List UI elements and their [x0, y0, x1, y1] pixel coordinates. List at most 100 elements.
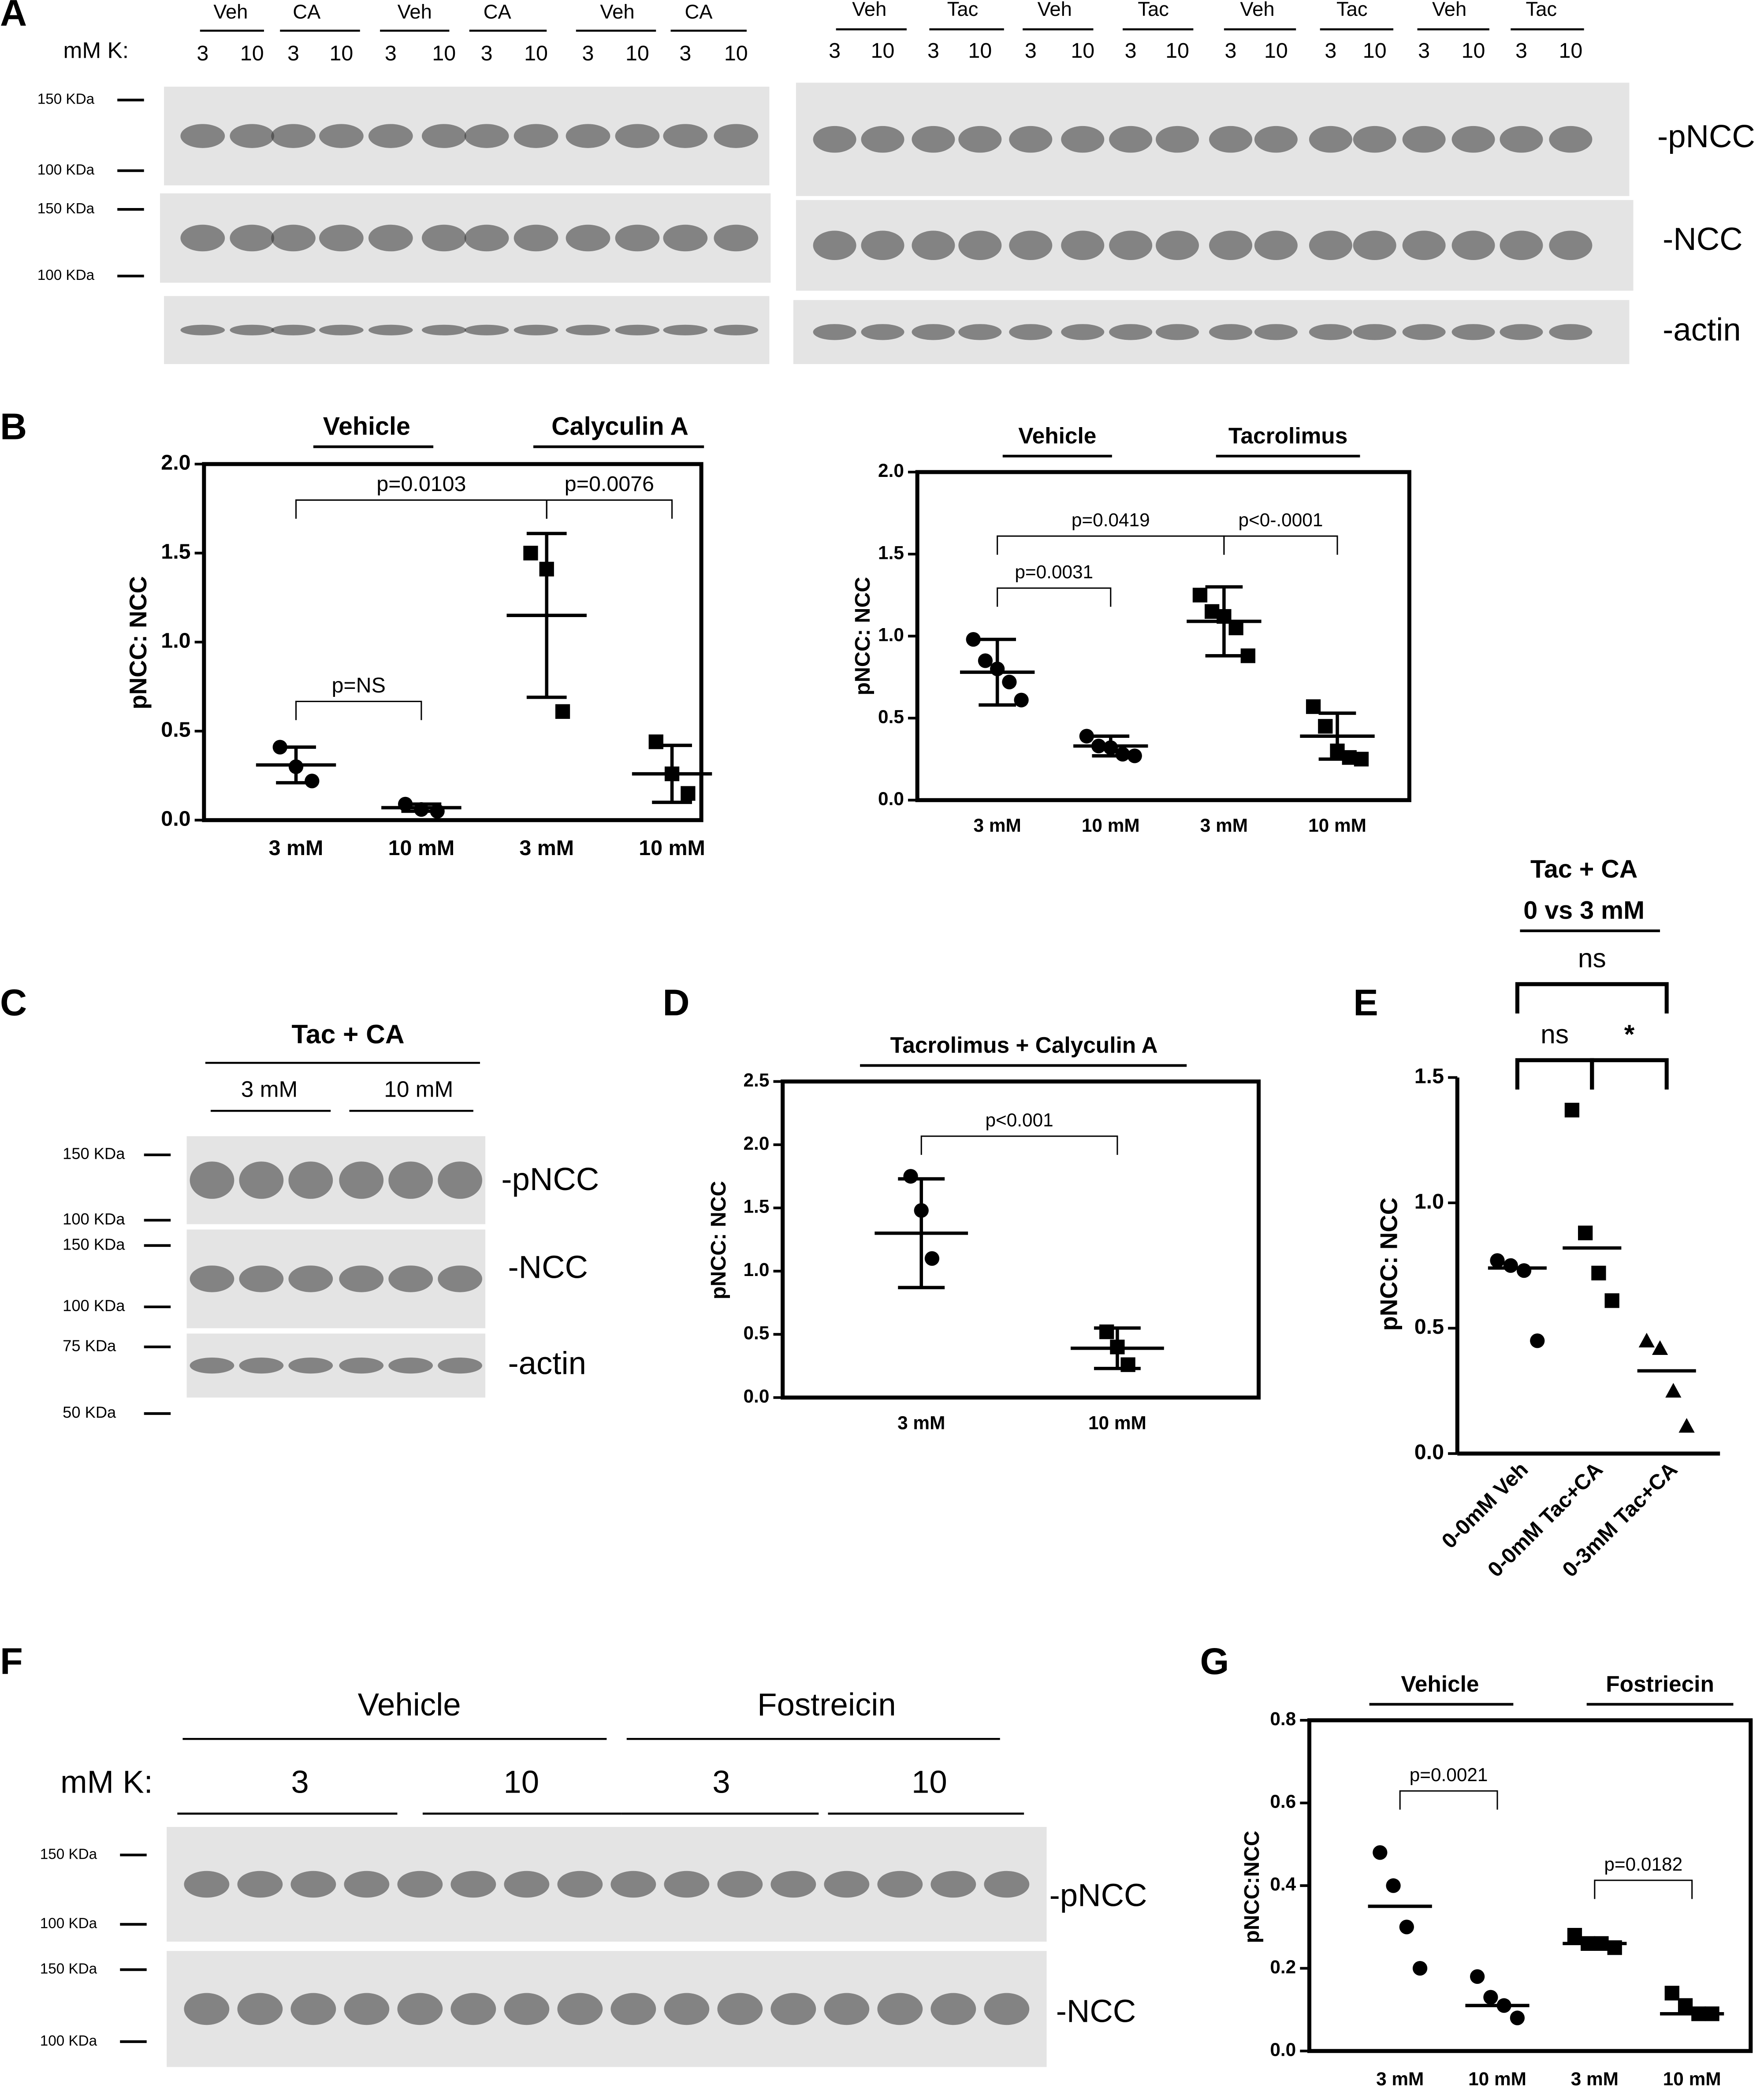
- data-point: [978, 653, 993, 668]
- marker-label: 75 KDa: [63, 1336, 116, 1354]
- lane-label: 3: [712, 1764, 730, 1800]
- data-point: [1228, 620, 1243, 636]
- blot-band: [450, 1871, 496, 1898]
- blot-band: [664, 1871, 710, 1898]
- significance-label: p=0.0182: [1604, 1854, 1682, 1875]
- x-tick-label: 3 mM: [519, 836, 574, 860]
- group-header: Vehicle: [323, 412, 410, 440]
- lane-label: 10: [1363, 39, 1387, 63]
- data-point: [1490, 1253, 1505, 1268]
- lane-group: Veh: [1432, 0, 1466, 20]
- blot-band: [770, 1871, 816, 1898]
- blot-band: [877, 1871, 923, 1898]
- y-tick-label: 0.5: [744, 1323, 770, 1343]
- blot-band: [319, 124, 364, 148]
- y-tick-label: 1.0: [161, 629, 190, 653]
- blot-band: [1500, 231, 1543, 260]
- panel-label: F: [0, 1640, 23, 1682]
- significance-bracket: [1223, 535, 1338, 555]
- significance-label: ns: [1541, 1019, 1569, 1049]
- blot-band: [813, 231, 856, 260]
- lane-label: 3: [197, 41, 208, 65]
- lane-label: 10: [329, 41, 353, 65]
- blot-band: [450, 1993, 496, 2025]
- blot-band: [339, 1161, 384, 1199]
- significance-label: p<0.001: [985, 1110, 1053, 1131]
- blot-band: [180, 224, 225, 252]
- row-label: -NCC: [1663, 221, 1742, 257]
- lane-label: 10: [524, 41, 548, 65]
- lane-label: 3: [287, 41, 299, 65]
- lane-label: 3: [1325, 39, 1336, 63]
- blot-band: [504, 1871, 550, 1898]
- lane-label: 10: [1165, 39, 1189, 63]
- significance-bracket: [920, 1135, 1118, 1155]
- x-tick-label: 3 mM: [1376, 2069, 1424, 2089]
- blot-band: [1402, 126, 1446, 153]
- blot-band: [1549, 324, 1593, 340]
- data-point: [1373, 1845, 1388, 1860]
- data-point: [1483, 1990, 1498, 2005]
- x-tick-label: 10 mM: [1082, 815, 1140, 836]
- y-tick-label: 0.0: [878, 788, 904, 809]
- significance-bracket: [1515, 982, 1669, 1014]
- data-point: [555, 704, 570, 719]
- significance-bracket: [1399, 1790, 1498, 1810]
- marker-label: 150 KDa: [63, 1235, 125, 1253]
- marker-label: 100 KDa: [40, 2033, 97, 2049]
- y-axis-label: pNCC: NCC: [707, 1181, 730, 1299]
- panel-label: A: [0, 0, 27, 34]
- data-point: [1354, 752, 1369, 766]
- blot-band: [1451, 231, 1495, 260]
- blot-band: [464, 224, 509, 252]
- blot-band: [190, 1357, 234, 1374]
- blot-band: [339, 1265, 384, 1292]
- significance-label: p=0.0031: [1015, 562, 1093, 582]
- blot-band: [368, 124, 413, 148]
- lane-label: 10: [1462, 39, 1485, 63]
- blot-band: [319, 324, 364, 335]
- blot-band: [1109, 126, 1153, 153]
- data-point: [1664, 1986, 1679, 2001]
- blot-membrane: [186, 1136, 486, 1224]
- blot-band: [1353, 126, 1396, 153]
- blot-band: [230, 224, 275, 252]
- panel-label: C: [0, 982, 27, 1023]
- y-tick-label: 0.0: [744, 1386, 770, 1406]
- significance-bracket: [295, 499, 547, 519]
- lane-label: 10: [1071, 39, 1094, 63]
- panel-label: G: [1200, 1640, 1229, 1682]
- x-tick-label: 10 mM: [1663, 2069, 1721, 2089]
- blot-band: [861, 126, 904, 153]
- marker-label: 150 KDa: [40, 1961, 97, 1977]
- blot-band: [824, 1871, 870, 1898]
- blot-band: [663, 224, 708, 252]
- data-point: [1604, 1293, 1619, 1308]
- significance-label: p=0.0103: [376, 472, 466, 496]
- row-label: -actin: [1663, 312, 1741, 348]
- y-axis-label: pNCC: NCC: [851, 577, 875, 696]
- blot-band: [397, 1993, 443, 2025]
- lane-group: Veh: [1240, 0, 1274, 20]
- data-point: [1412, 1961, 1428, 1976]
- x-tick-label: 10 mM: [388, 836, 455, 860]
- data-point: [681, 786, 696, 801]
- blot-band: [237, 1993, 283, 2025]
- blot-band: [271, 224, 316, 252]
- lane-group: Veh: [1038, 0, 1072, 20]
- row-label: -actin: [508, 1345, 586, 1381]
- marker-label: 100 KDa: [63, 1210, 125, 1228]
- y-tick-label: 1.5: [744, 1196, 770, 1217]
- y-tick-label: 0.6: [1270, 1791, 1296, 1812]
- blot-band: [1500, 126, 1543, 153]
- data-point: [1678, 1998, 1693, 2013]
- blot-band: [1254, 231, 1298, 260]
- blot-band: [717, 1993, 763, 2025]
- blot-band: [464, 124, 509, 148]
- blot-band: [184, 1993, 230, 2025]
- blot-band: [1549, 126, 1593, 153]
- blot-band: [1009, 126, 1053, 153]
- k-label: mM K:: [60, 1764, 153, 1800]
- blot-band: [566, 324, 610, 335]
